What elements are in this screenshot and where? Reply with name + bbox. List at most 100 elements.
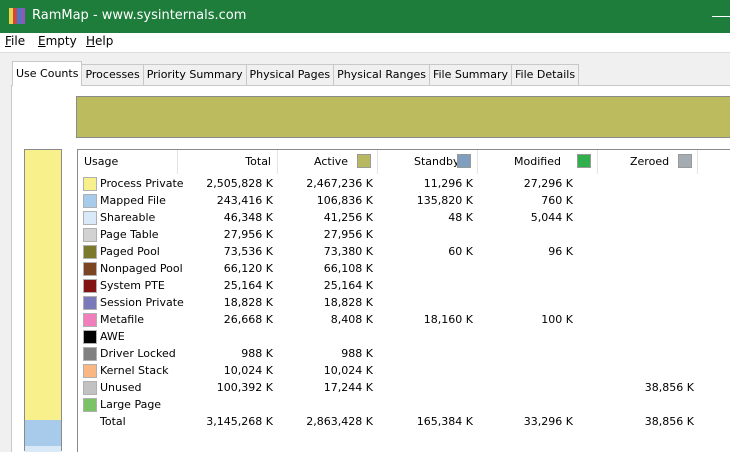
row-swatch [83,227,97,242]
row-label: Kernel Stack [100,364,169,377]
table-cell: 46,348 K [223,211,273,224]
tab[interactable]: Processes [81,64,144,85]
legend-swatch [577,154,591,168]
table-cell: 27,956 K [323,228,373,241]
row-label: System PTE [100,279,165,292]
row-swatch [83,380,97,395]
table-cell: 27,296 K [523,177,573,190]
table-cell: 60 K [448,245,473,258]
table-cell: 100 K [541,313,573,326]
column-header[interactable]: Usage [78,150,178,174]
mapped-file-segment [25,420,61,446]
table-cell: 760 K [541,194,573,207]
table-cell: 106,836 K [316,194,373,207]
table-cell: 100,392 K [216,381,273,394]
row-label: Page Table [100,228,159,241]
table-cell: 38,856 K [644,381,694,394]
table-cell: 38,856 K [644,415,694,428]
tab[interactable]: Priority Summary [142,64,247,85]
usage-column [24,149,62,452]
tab[interactable]: Physical Ranges [333,64,430,85]
tab[interactable]: File Details [511,64,580,85]
menu-item[interactable]: Empty [38,34,77,48]
table-cell: 33,296 K [523,415,573,428]
row-swatch [83,397,97,412]
table-cell: 26,668 K [223,313,273,326]
column-header[interactable]: Zeroed [598,150,698,174]
row-label: Driver Locked [100,347,176,360]
row-swatch [83,193,97,208]
column-label: Usage [84,155,119,168]
row-label: Unused [100,381,142,394]
table-cell: 243,416 K [216,194,273,207]
column-label: Total [245,155,271,168]
row-swatch [83,329,97,344]
row-swatch [83,244,97,259]
table-cell: 2,467,236 K [306,177,373,190]
table-cell: 10,024 K [323,364,373,377]
row-swatch [83,261,97,276]
column-header[interactable]: Standby [378,150,478,174]
column-label: Standby [414,155,460,168]
row-label: Process Private [100,177,184,190]
usage-bar [76,96,730,138]
table-cell: 988 K [341,347,373,360]
column-header[interactable]: Active [278,150,378,174]
table-cell: 73,536 K [223,245,273,258]
column-header [578,150,598,174]
menu-item[interactable]: File [5,34,26,48]
table-cell: 17,244 K [323,381,373,394]
row-label: Paged Pool [100,245,160,258]
table-cell: 27,956 K [223,228,273,241]
legend-swatch [678,154,692,168]
table-cell: 165,384 K [416,415,473,428]
table-cell: 41,256 K [323,211,373,224]
table-cell: 2,863,428 K [306,415,373,428]
table-cell: 3,145,268 K [206,415,273,428]
app-icon [9,8,25,24]
legend-swatch [457,154,471,168]
table-cell: 8,408 K [330,313,373,326]
tab[interactable]: Physical Pages [245,64,335,85]
minimize-button[interactable] [712,16,730,17]
table-cell: 66,108 K [323,262,373,275]
table-cell: 66,120 K [223,262,273,275]
table-cell: 48 K [448,211,473,224]
table-cell: 18,828 K [323,296,373,309]
table-cell: 2,505,828 K [206,177,273,190]
row-label: Nonpaged Pool [100,262,183,275]
column-label: Zeroed [630,155,670,168]
tab[interactable]: Use Counts [12,61,83,86]
table-cell: 25,164 K [323,279,373,292]
table-cell: 988 K [241,347,273,360]
column-header [698,150,730,174]
row-label: AWE [100,330,125,343]
tab[interactable]: File Summary [428,64,513,85]
row-swatch [83,312,97,327]
row-swatch [83,346,97,361]
menu-bar: File Empty Help [0,33,730,53]
column-label: Active [314,155,349,168]
column-header[interactable]: Total [178,150,278,174]
table-cell: 18,160 K [423,313,473,326]
row-swatch [83,210,97,225]
table-cell: 25,164 K [223,279,273,292]
row-label: Mapped File [100,194,166,207]
menu-item[interactable]: Help [86,34,114,48]
column-header[interactable]: Modified [478,150,598,174]
row-label: Large Page [100,398,162,411]
table-cell: 5,044 K [530,211,573,224]
table-cell: 96 K [548,245,573,258]
row-label: Metafile [100,313,145,326]
row-swatch [83,295,97,310]
table-cell: 135,820 K [416,194,473,207]
legend-swatch [357,154,371,168]
table-cell: 11,296 K [423,177,473,190]
table-cell: 10,024 K [223,364,273,377]
row-swatch [83,278,97,293]
row-label: Shareable [100,211,156,224]
column-label: Modified [514,155,561,168]
table-cell: 18,828 K [223,296,273,309]
window-title: RamMap - www.sysinternals.com [32,8,247,23]
